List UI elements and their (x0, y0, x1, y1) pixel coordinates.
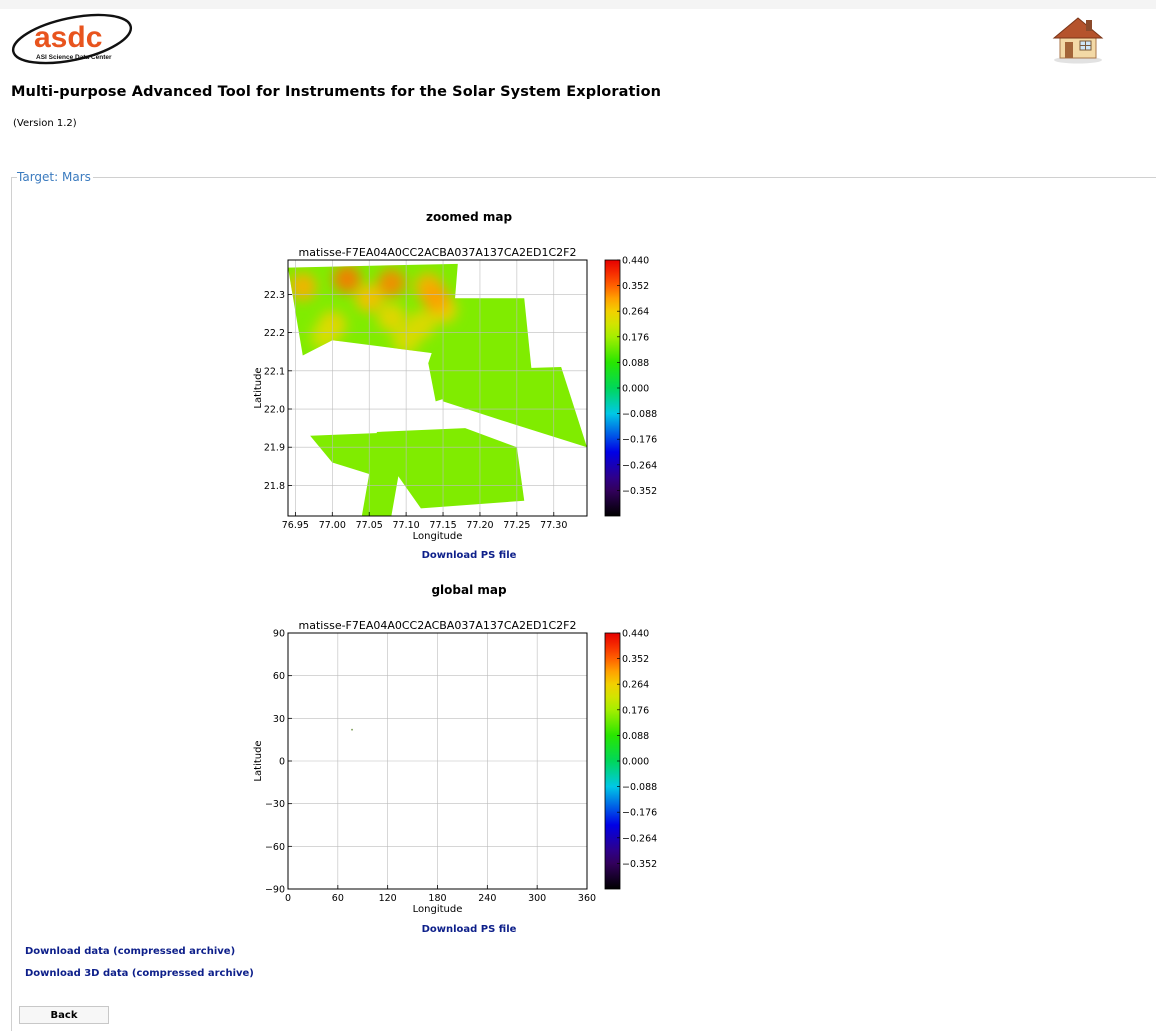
zoomed-x-tick-label: 77.15 (429, 520, 456, 531)
zoomed-x-tick-label: 77.10 (393, 520, 420, 531)
global-colorbar-tick-label: −0.088 (622, 782, 657, 793)
global-colorbar-tick-label: 0.176 (622, 705, 649, 716)
zoomed-footprint (435, 366, 587, 448)
logo-text: asdc (34, 21, 102, 54)
zoomed-map-chart: matisse-F7EA04A0CC2ACBA037A137CA2ED1C2F2… (248, 240, 668, 545)
zoomed-hotspot (333, 265, 362, 294)
zoomed-footprint (376, 428, 525, 509)
global-y-tick-label: −90 (265, 885, 285, 896)
zoomed-hotspot (288, 272, 317, 301)
global-y-tick-label: 30 (273, 714, 285, 725)
zoomed-hotspot (377, 268, 406, 297)
global-y-tick-label: −60 (265, 842, 285, 853)
zoomed-map-title: zoomed map (425, 210, 513, 224)
global-y-tick-label: 90 (273, 629, 285, 640)
asdc-logo[interactable]: asdc ASI Science Data Center (10, 12, 134, 68)
zoomed-x-tick-label: 77.20 (466, 520, 493, 531)
global-colorbar-tick-label: −0.264 (622, 833, 657, 844)
global-colorbar-tick-label: 0.352 (622, 654, 649, 665)
global-colorbar-tick-label: 0.000 (622, 757, 649, 768)
global-x-axis-label: Longitude (413, 904, 463, 915)
zoomed-footprint (310, 431, 407, 516)
global-colorbar-tick-label: −0.352 (622, 859, 657, 870)
global-y-tick-label: −30 (265, 799, 285, 810)
zoomed-y-tick-label: 22.1 (264, 366, 285, 377)
zoomed-hotspot (421, 284, 450, 313)
zoomed-x-tick-label: 77.25 (503, 520, 530, 531)
fieldset-border (88, 177, 1156, 178)
global-data-point (351, 728, 353, 731)
zoomed-colorbar-tick-label: 0.000 (622, 384, 649, 395)
global-x-tick-label: 360 (578, 893, 596, 904)
top-strip (0, 0, 1156, 9)
global-axes-frame (287, 632, 588, 890)
global-x-tick-label: 240 (478, 893, 496, 904)
zoomed-colorbar-tick-label: −0.352 (622, 486, 657, 497)
global-y-tick-label: 60 (273, 671, 285, 682)
zoomed-colorbar-tick-label: 0.088 (622, 358, 649, 369)
global-x-tick-label: 180 (428, 893, 446, 904)
back-button[interactable]: Back (19, 1006, 109, 1024)
zoomed-x-tick-label: 77.05 (356, 520, 383, 531)
zoomed-x-axis-label: Longitude (413, 531, 463, 542)
zoomed-colorbar-tick-label: −0.176 (622, 435, 657, 446)
zoomed-axes-frame (287, 259, 588, 517)
global-colorbar-tick-label: −0.176 (622, 808, 657, 819)
global-x-tick-label: 300 (528, 893, 546, 904)
global-x-tick-label: 120 (379, 893, 397, 904)
zoomed-colorbar-tick-label: 0.440 (622, 256, 649, 267)
zoomed-y-tick-label: 21.8 (264, 481, 285, 492)
logo-subtitle: ASI Science Data Center (36, 54, 112, 61)
download-data-link[interactable]: Download data (compressed archive) (25, 946, 236, 957)
global-chart-title: matisse-F7EA04A0CC2ACBA037A137CA2ED1C2F2 (299, 619, 577, 632)
zoomed-colorbar-tick-label: 0.264 (622, 307, 649, 318)
zoomed-y-tick-label: 22.2 (264, 328, 285, 339)
fieldset-border (11, 177, 12, 1031)
zoomed-hotspot (377, 303, 406, 332)
home-icon[interactable] (1050, 14, 1106, 64)
global-map-title: global map (431, 583, 507, 597)
global-y-tick-label: 0 (279, 757, 285, 768)
global-x-tick-label: 60 (332, 893, 344, 904)
zoomed-colorbar-tick-label: 0.352 (622, 281, 649, 292)
app-version: (Version 1.2) (13, 118, 77, 129)
zoomed-x-tick-label: 77.00 (319, 520, 346, 531)
zoomed-x-tick-label: 77.30 (540, 520, 567, 531)
global-map-chart: matisse-F7EA04A0CC2ACBA037A137CA2ED1C2F2… (248, 613, 668, 918)
fieldset-border (11, 177, 17, 178)
zoomed-colorbar-tick-label: 0.176 (622, 332, 649, 343)
zoomed-download-ps-link[interactable]: Download PS file (421, 550, 517, 561)
app-title: Multi-purpose Advanced Tool for Instrume… (11, 84, 662, 100)
zoomed-hotspot (310, 322, 339, 351)
global-colorbar-tick-label: 0.264 (622, 680, 649, 691)
zoomed-chart-title: matisse-F7EA04A0CC2ACBA037A137CA2ED1C2F2 (299, 246, 577, 259)
zoomed-y-tick-label: 22.3 (264, 290, 285, 301)
global-colorbar-tick-label: 0.088 (622, 731, 649, 742)
global-download-ps-link[interactable]: Download PS file (421, 924, 517, 935)
zoomed-colorbar-tick-label: −0.088 (622, 409, 657, 420)
global-colorbar-tick-label: 0.440 (622, 629, 649, 640)
zoomed-y-tick-label: 22.0 (264, 405, 285, 416)
download-3d-data-link[interactable]: Download 3D data (compressed archive) (25, 968, 254, 979)
global-x-tick-label: 0 (285, 893, 291, 904)
zoomed-x-tick-label: 76.95 (282, 520, 309, 531)
global-y-axis-label: Latitude (253, 740, 264, 781)
zoomed-colorbar-tick-label: −0.264 (622, 460, 657, 471)
zoomed-y-tick-label: 21.9 (264, 443, 285, 454)
target-legend: Target: Mars (17, 170, 93, 184)
zoomed-y-axis-label: Latitude (253, 367, 264, 408)
